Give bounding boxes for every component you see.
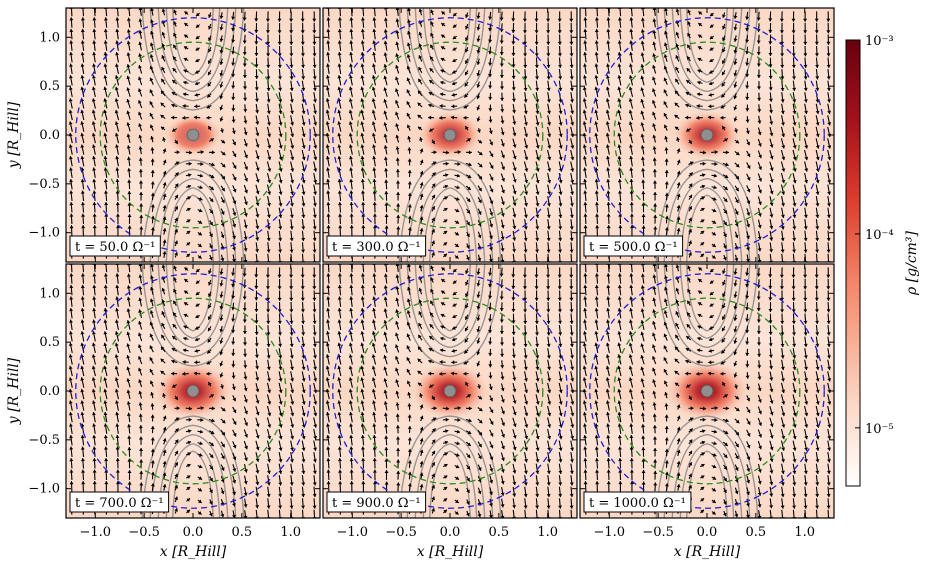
y-tick-label: 0.0 — [39, 128, 60, 143]
x-tick-label: −0.5 — [385, 525, 417, 540]
y-axis-label: y [R_Hill] — [6, 357, 22, 425]
green-dashed-circle — [613, 41, 801, 229]
blue-dashed-circle — [589, 273, 825, 509]
y-tick-label: 1.0 — [39, 286, 60, 301]
colorbar: 10⁻³ 10⁻⁴ 10⁻⁵ ρ [g/cm³] — [845, 34, 920, 487]
planet-marker — [443, 128, 457, 142]
x-tick-label: −0.5 — [128, 525, 160, 540]
planet-marker — [186, 128, 200, 142]
green-dashed-circle — [99, 297, 287, 485]
x-tick-label: 0.5 — [489, 525, 510, 540]
x-tick-label: 0.0 — [183, 525, 204, 540]
blue-dashed-circle — [75, 273, 311, 509]
green-dashed-circle — [99, 41, 287, 229]
colorbar-tick-label: 10⁻³ — [865, 34, 894, 49]
x-tick-label: 1.0 — [794, 525, 815, 540]
x-tick-label: 0.0 — [440, 525, 461, 540]
y-tick-label: 0.0 — [39, 384, 60, 399]
panel-1: t = 50.0 Ω⁻¹ 1.0 0.5 0.0 −0.5 −1.0 — [28, 7, 321, 263]
velocity-arrows — [325, 8, 575, 262]
blue-dashed-circle — [332, 273, 568, 509]
planet-marker — [700, 384, 714, 398]
svg-text:t = 700.0 Ω⁻¹: t = 700.0 Ω⁻¹ — [75, 496, 164, 511]
time-label: t = 300.0 Ω⁻¹ — [326, 235, 427, 257]
velocity-arrows — [68, 264, 318, 518]
svg-text:t = 500.0 Ω⁻¹: t = 500.0 Ω⁻¹ — [589, 240, 678, 255]
blue-dashed-circle — [332, 17, 568, 253]
streamlines — [655, 264, 759, 518]
panel-3: t = 500.0 Ω⁻¹ — [579, 7, 835, 263]
panels-grid: t = 50.0 Ω⁻¹ 1.0 0.5 0.0 −0.5 −1.0 t = 300.0 Ω… — [28, 7, 835, 540]
planet-marker — [186, 384, 200, 398]
planet-marker — [700, 128, 714, 142]
x-tick-label: −1.0 — [337, 525, 369, 540]
svg-text:t = 300.0 Ω⁻¹: t = 300.0 Ω⁻¹ — [332, 240, 421, 255]
x-axis-label: x [R_Hill] — [674, 544, 741, 560]
x-tick-label: 1.0 — [280, 525, 301, 540]
x-axis-label: x [R_Hill] — [160, 544, 227, 560]
y-axis-label: y [R_Hill] — [6, 101, 22, 169]
x-tick-label: 0.0 — [697, 525, 718, 540]
axis-labels: x [R_Hill] x [R_Hill] x [R_Hill] y [R_Hill]… — [6, 101, 741, 560]
y-tick-label: −1.0 — [28, 482, 60, 497]
y-tick-label: 1.0 — [39, 30, 60, 45]
y-tick-label: 0.5 — [39, 335, 60, 350]
blue-dashed-circle — [75, 17, 311, 253]
time-label: t = 50.0 Ω⁻¹ — [69, 235, 161, 257]
x-tick-label: −1.0 — [594, 525, 626, 540]
time-label: t = 500.0 Ω⁻¹ — [583, 235, 684, 257]
x-tick-label: 0.5 — [746, 525, 767, 540]
time-label: t = 1000.0 Ω⁻¹ — [583, 491, 692, 513]
y-tick-label: −0.5 — [28, 433, 60, 448]
svg-text:t = 1000.0 Ω⁻¹: t = 1000.0 Ω⁻¹ — [589, 496, 686, 511]
velocity-arrows — [582, 8, 832, 262]
planet-marker — [443, 384, 457, 398]
y-tick-label: 0.5 — [39, 79, 60, 94]
time-label: t = 700.0 Ω⁻¹ — [69, 491, 170, 513]
panel-6: t = 1000.0 Ω⁻¹ −1.0 −0.5 0.0 0.5 1.0 — [579, 263, 835, 540]
x-tick-label: −1.0 — [80, 525, 112, 540]
y-tick-label: −0.5 — [28, 177, 60, 192]
green-dashed-circle — [356, 297, 544, 485]
x-tick-label: −0.5 — [642, 525, 674, 540]
time-label: t = 900.0 Ω⁻¹ — [326, 491, 427, 513]
panel-2: t = 300.0 Ω⁻¹ — [322, 7, 578, 263]
colorbar-tick-label: 10⁻⁵ — [865, 422, 894, 437]
colorbar-tick-label: 10⁻⁴ — [865, 228, 894, 243]
x-axis-label: x [R_Hill] — [417, 544, 484, 560]
panel-5: t = 900.0 Ω⁻¹ −1.0 −0.5 0.0 0.5 1.0 — [322, 263, 578, 540]
y-tick-label: −1.0 — [28, 226, 60, 241]
colorbar-label: ρ [g/cm³] — [904, 230, 920, 296]
green-dashed-circle — [356, 41, 544, 229]
velocity-arrows — [68, 8, 318, 262]
svg-text:t = 900.0 Ω⁻¹: t = 900.0 Ω⁻¹ — [332, 496, 421, 511]
x-tick-label: 0.5 — [232, 525, 253, 540]
panel-4: t = 700.0 Ω⁻¹ 1.0 0.5 0.0 −0.5 −1.0 −1.0 −0.5 0.… — [28, 263, 321, 540]
blue-dashed-circle — [589, 17, 825, 253]
x-tick-label: 1.0 — [537, 525, 558, 540]
green-dashed-circle — [613, 297, 801, 485]
svg-text:t = 50.0 Ω⁻¹: t = 50.0 Ω⁻¹ — [75, 240, 155, 255]
colorbar-gradient — [845, 39, 861, 487]
